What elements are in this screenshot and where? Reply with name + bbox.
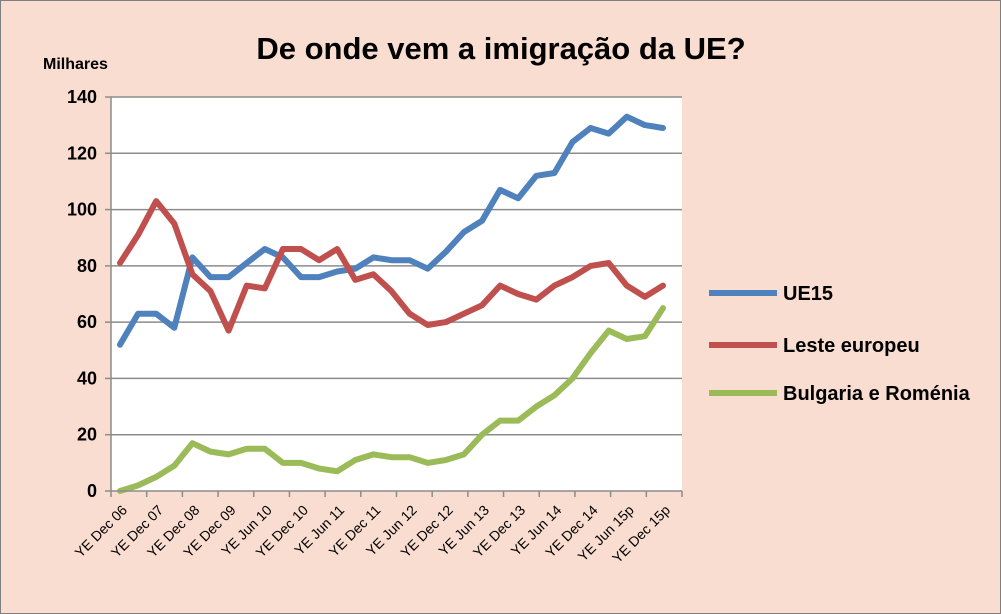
y-tick-label: 40 <box>77 368 97 388</box>
chart-title: De onde vem a imigração da UE? <box>256 31 745 66</box>
legend-label: UE15 <box>783 283 833 305</box>
series-line-0 <box>117 113 666 348</box>
series-line-1 <box>117 198 666 334</box>
y-tick-label: 120 <box>67 143 97 163</box>
series-lines <box>117 113 666 494</box>
legend-label: Bulgaria e Roménia <box>783 383 971 405</box>
axes <box>110 97 682 492</box>
y-axis-ticks: 0 20 40 60 80 100 120 140 <box>67 87 111 501</box>
y-tick-label: 0 <box>87 481 97 501</box>
y-tick-label: 140 <box>67 87 97 107</box>
legend-label: Leste europeu <box>783 335 920 357</box>
y-tick-label: 80 <box>77 256 97 276</box>
gridlines <box>111 96 682 436</box>
y-tick-label: 100 <box>67 200 97 220</box>
y-tick-label: 20 <box>77 425 97 445</box>
series-line-2 <box>117 305 666 494</box>
y-tick-label: 60 <box>77 312 97 332</box>
legend: UE15 Leste europeu Bulgaria e Roménia <box>709 283 971 405</box>
y-axis-label: Milhares <box>43 56 108 73</box>
